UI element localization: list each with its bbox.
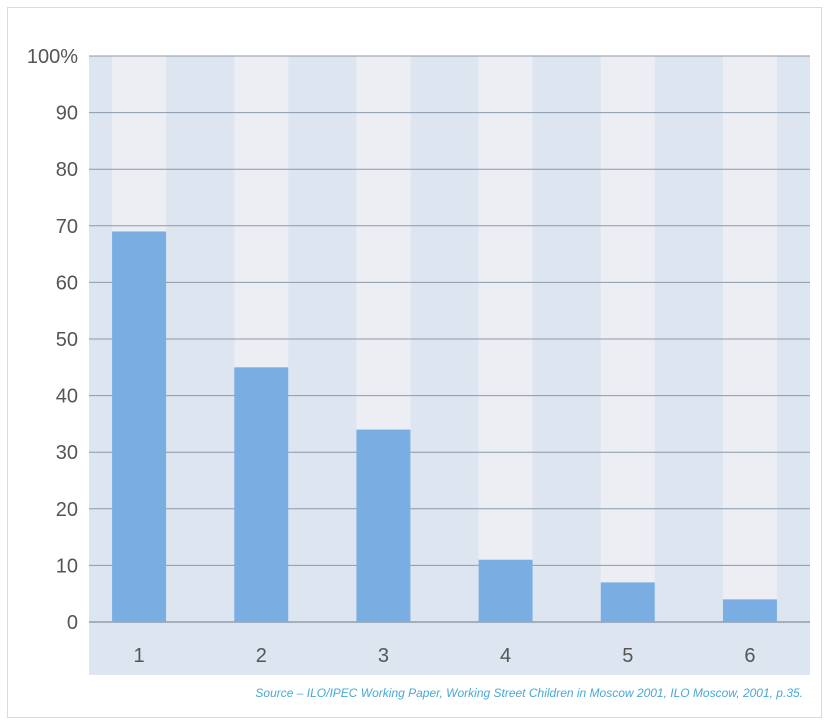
y-tick-label: 20 bbox=[56, 499, 78, 521]
x-tick-label: 4 bbox=[500, 645, 511, 667]
x-tick-label: 5 bbox=[622, 645, 633, 667]
y-tick-label: 10 bbox=[56, 555, 78, 577]
bar-4 bbox=[478, 559, 533, 622]
bar-1 bbox=[112, 231, 167, 622]
x-tick-label: 2 bbox=[256, 645, 267, 667]
x-tick-label: 1 bbox=[134, 645, 145, 667]
y-tick-label: 90 bbox=[56, 103, 78, 125]
plot-background bbox=[89, 56, 810, 675]
bar-5 bbox=[600, 582, 655, 622]
y-tick-label: 50 bbox=[56, 329, 78, 351]
x-tick-label: 3 bbox=[378, 645, 389, 667]
y-tick-label: 100% bbox=[27, 46, 78, 68]
y-tick-label: 0 bbox=[67, 612, 78, 634]
y-tick-label: 30 bbox=[56, 442, 78, 464]
bar-2 bbox=[234, 367, 289, 622]
gridlines bbox=[89, 55, 810, 623]
y-tick-label: 80 bbox=[56, 159, 78, 181]
y-tick-label: 70 bbox=[56, 216, 78, 238]
x-tick-label: 6 bbox=[744, 645, 755, 667]
x-axis-ticks: 1 2 3 4 5 6 bbox=[134, 645, 756, 667]
source-note: Source – ILO/IPEC Working Paper, Working… bbox=[255, 686, 803, 700]
bar-3 bbox=[356, 429, 411, 622]
y-tick-label: 60 bbox=[56, 272, 78, 294]
y-axis-ticks: 0 10 20 30 40 50 60 70 80 90 100% bbox=[27, 46, 78, 634]
y-tick-label: 40 bbox=[56, 386, 78, 408]
bar-6 bbox=[722, 599, 777, 622]
bars bbox=[112, 231, 777, 622]
